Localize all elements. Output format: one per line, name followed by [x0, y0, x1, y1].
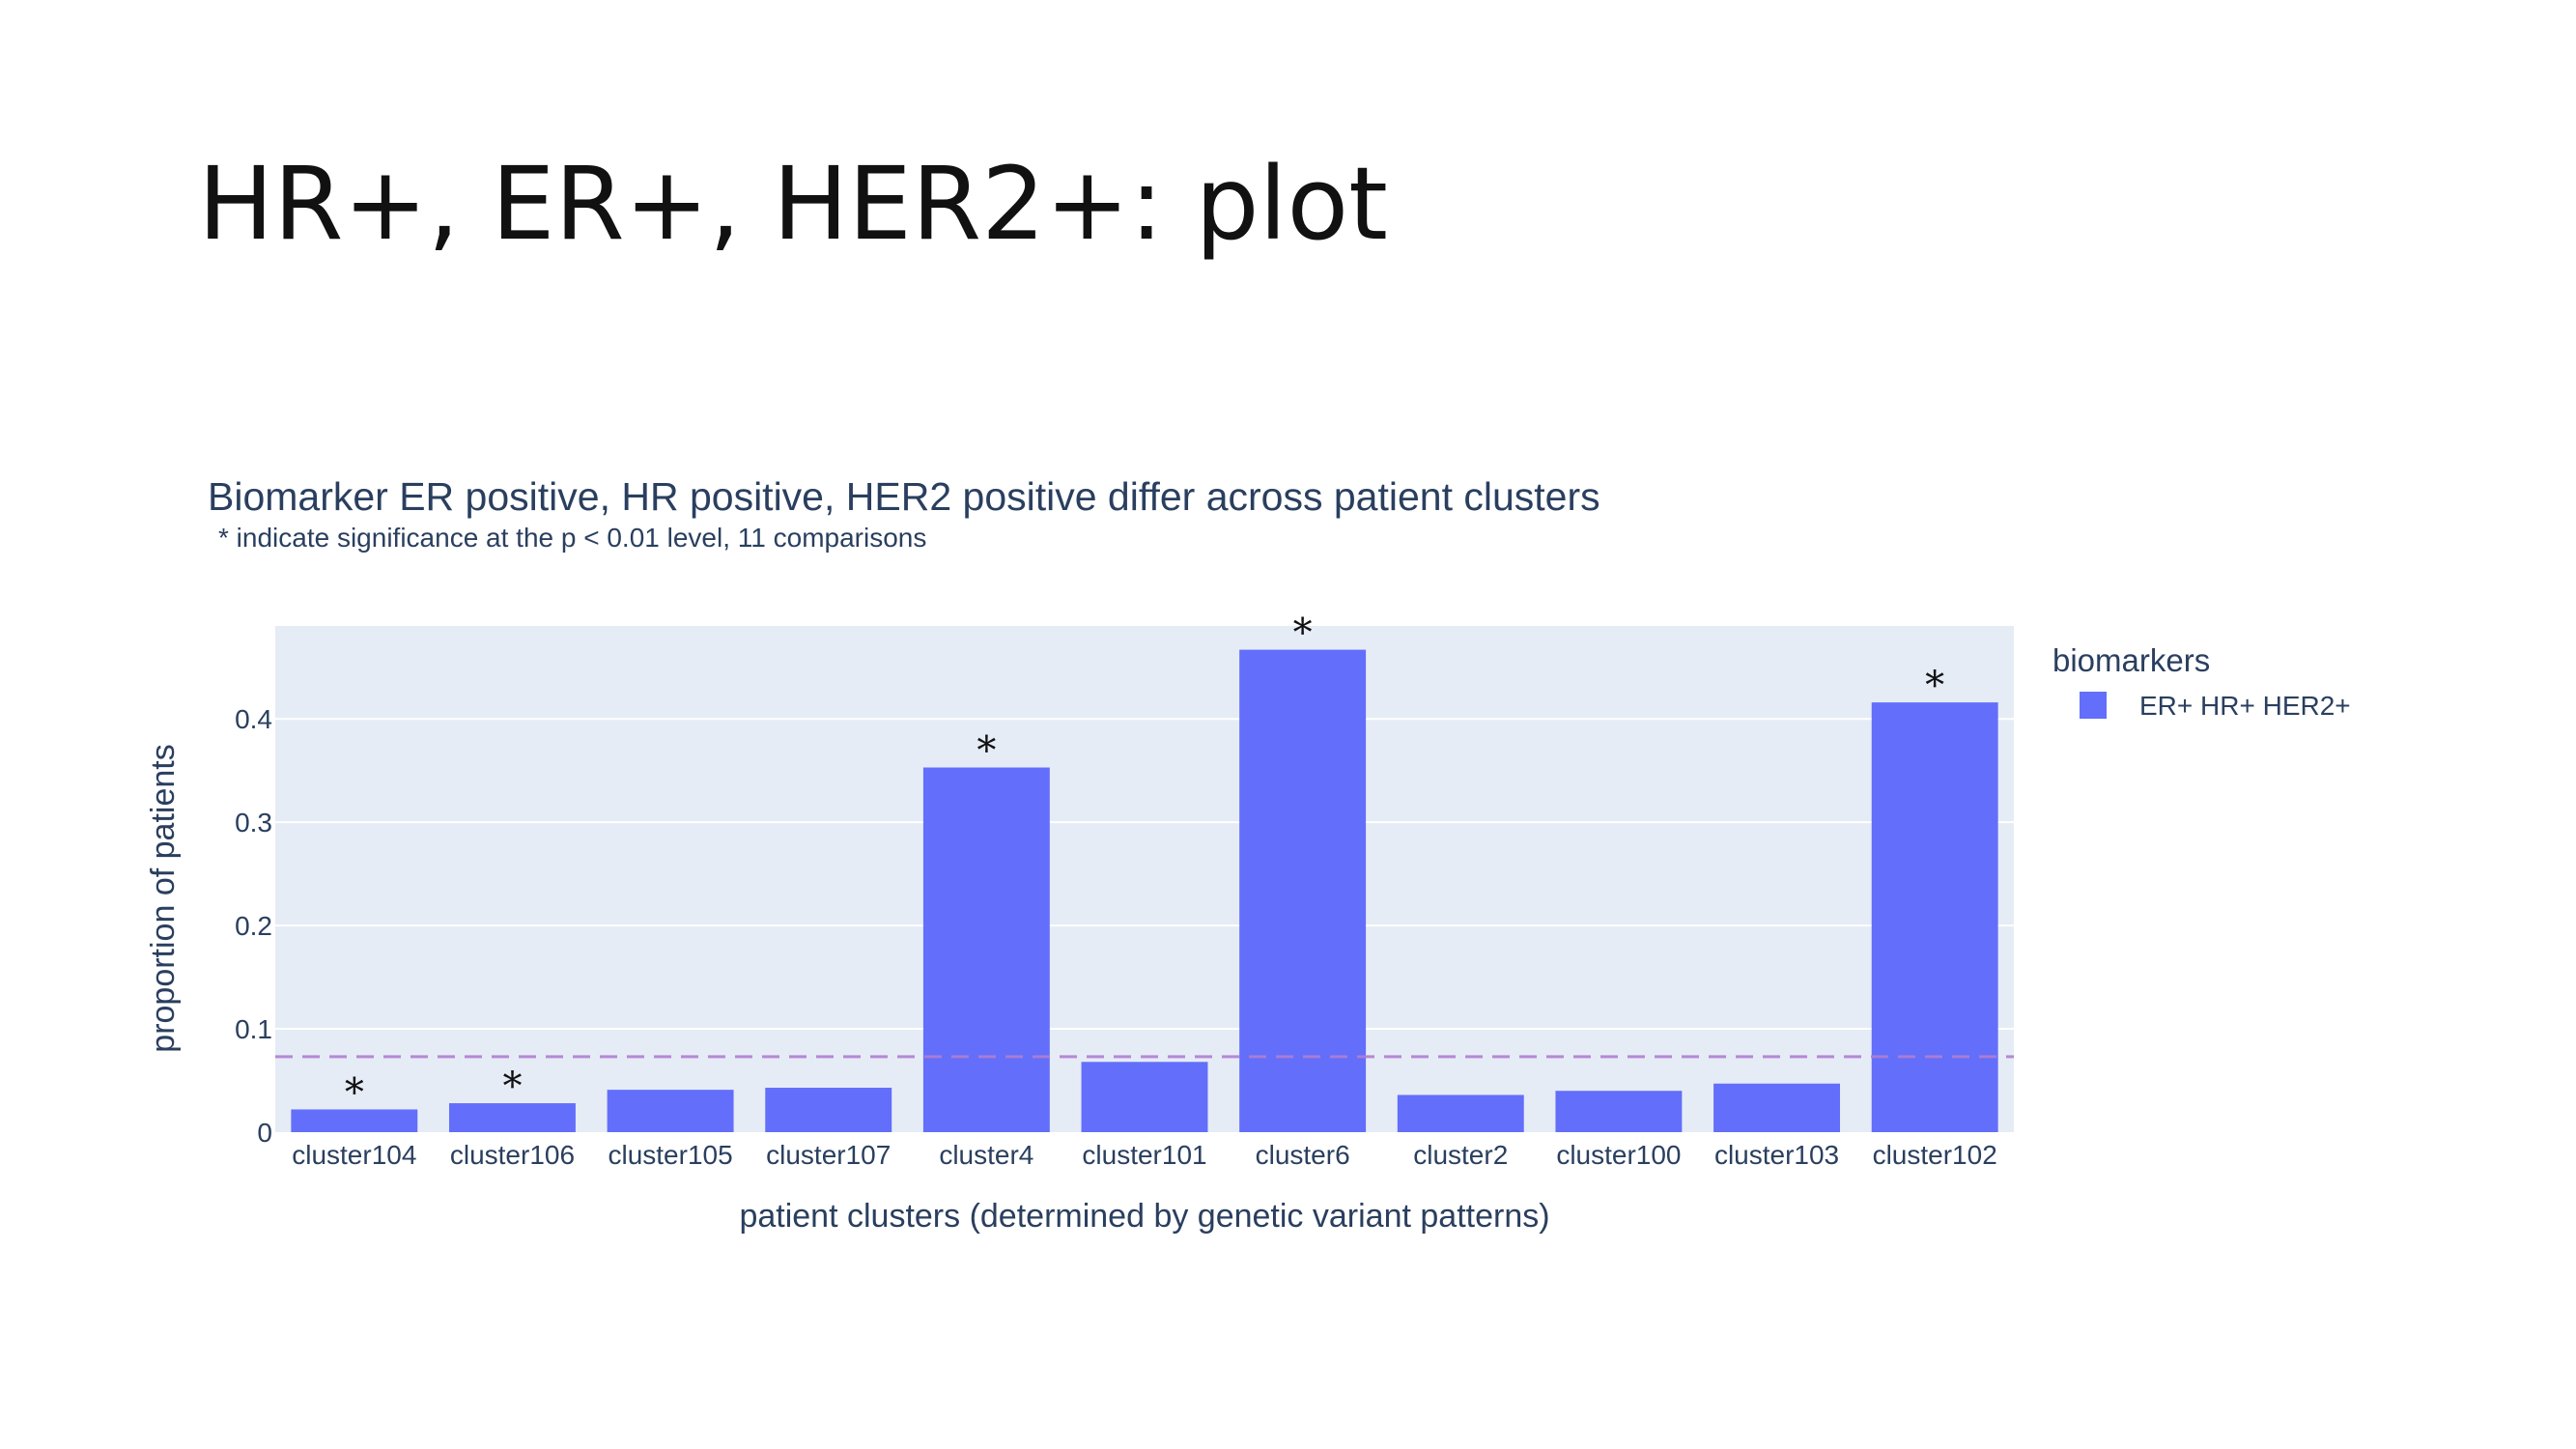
x-axis-label: patient clusters (determined by genetic …: [739, 1198, 1549, 1235]
bar-cluster106[interactable]: [449, 1103, 576, 1132]
y-tick-label: 0.4: [235, 704, 272, 734]
bar-cluster105[interactable]: [607, 1090, 734, 1132]
x-tick-label: cluster2: [1413, 1140, 1508, 1170]
bar-cluster104[interactable]: [291, 1109, 418, 1132]
x-axis-ticks: cluster104 cluster106 cluster105 cluster107…: [292, 1140, 1997, 1170]
legend-title: biomarkers: [2052, 642, 2210, 678]
bar-cluster103[interactable]: [1713, 1083, 1840, 1132]
significance-marker: *: [1925, 664, 1944, 708]
significance-marker: *: [977, 729, 996, 774]
y-axis-ticks: 0 0.1 0.2 0.3 0.4: [235, 704, 272, 1148]
bar-cluster100[interactable]: [1555, 1091, 1683, 1132]
y-tick-label: 0.3: [235, 808, 272, 838]
significance-marker: *: [1293, 611, 1313, 656]
x-tick-label: cluster107: [766, 1140, 891, 1170]
legend: biomarkers ER+ HR+ HER2+: [2052, 642, 2351, 721]
legend-swatch[interactable]: [2080, 692, 2107, 719]
gridlines: [275, 718, 2014, 1031]
chart-title: Biomarker ER positive, HR positive, HER2…: [208, 474, 1600, 519]
x-tick-label: cluster105: [608, 1140, 732, 1170]
significance-marker: *: [345, 1070, 364, 1115]
y-tick-label: 0.2: [235, 911, 272, 941]
y-axis-label: proportion of patients: [145, 744, 182, 1052]
bars: [291, 649, 1998, 1132]
significance-marker: *: [502, 1065, 522, 1109]
x-tick-label: cluster4: [939, 1140, 1033, 1170]
bar-cluster6[interactable]: [1239, 649, 1367, 1132]
bar-cluster102[interactable]: [1871, 702, 1998, 1132]
legend-item-label[interactable]: ER+ HR+ HER2+: [2139, 691, 2351, 721]
x-tick-label: cluster101: [1082, 1140, 1206, 1170]
x-tick-label: cluster106: [450, 1140, 575, 1170]
slide-title: HR+, ER+, HER2+: plot: [198, 145, 1388, 263]
x-tick-label: cluster104: [292, 1140, 416, 1170]
y-tick-label: 0: [257, 1118, 272, 1148]
x-tick-label: cluster100: [1556, 1140, 1681, 1170]
y-tick-label: 0.1: [235, 1014, 272, 1044]
bar-cluster101[interactable]: [1081, 1062, 1208, 1132]
significance-markers: * * * * *: [345, 611, 1944, 1116]
x-tick-label: cluster6: [1256, 1140, 1350, 1170]
bar-cluster4[interactable]: [922, 767, 1050, 1132]
plot-area: [275, 626, 2014, 1132]
bar-cluster2[interactable]: [1397, 1094, 1524, 1132]
x-tick-label: cluster102: [1873, 1140, 1997, 1170]
bar-cluster107[interactable]: [765, 1088, 892, 1132]
x-tick-label: cluster103: [1714, 1140, 1839, 1170]
chart-subtitle: * indicate significance at the p < 0.01 …: [218, 523, 926, 553]
